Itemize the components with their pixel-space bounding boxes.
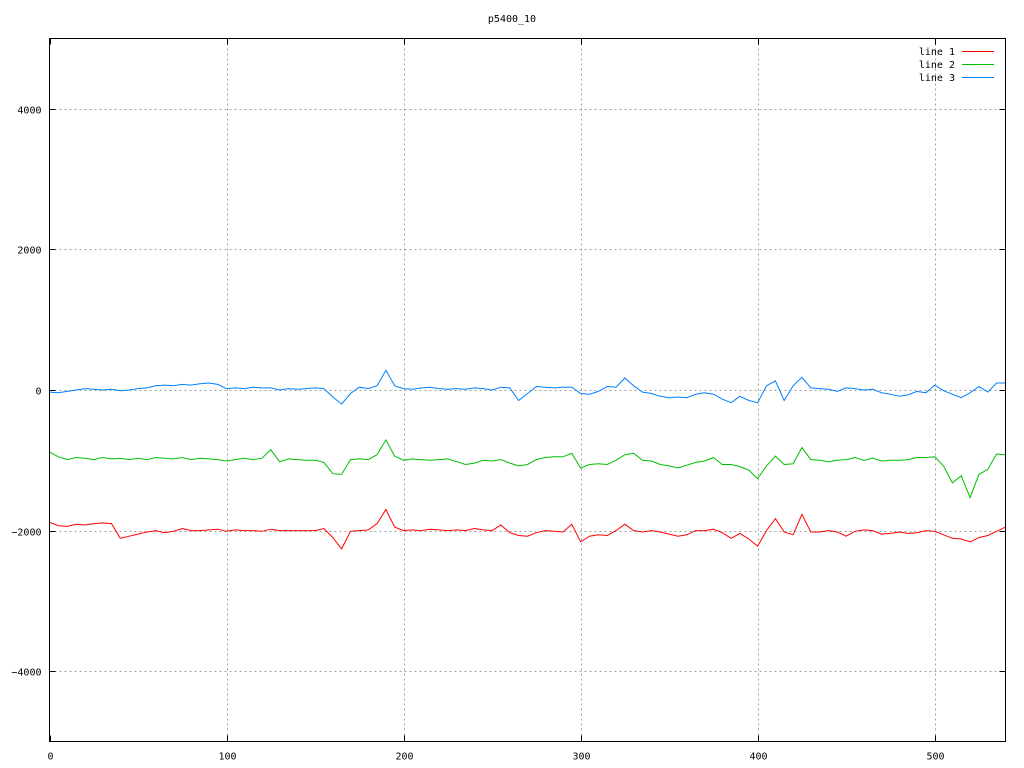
- x-tick-label: 300: [572, 752, 590, 763]
- y-tick-label: 0: [35, 387, 41, 398]
- x-tick-label: 400: [749, 752, 767, 763]
- series-line-line-3: [49, 369, 1006, 405]
- y-tick-label: 4000: [17, 106, 41, 117]
- x-tick-label: 200: [395, 752, 413, 763]
- x-tick-label: 500: [926, 752, 944, 763]
- x-tick-label: 0: [47, 752, 53, 763]
- grid: [49, 38, 1006, 742]
- legend-label: line 3: [919, 73, 955, 84]
- axis-ticks: 0 100 200 300 400 500 −4000 −2000 0 2000 4000: [11, 38, 1006, 763]
- chart-title: p5400_10: [488, 14, 536, 25]
- series-line-line-2: [49, 438, 1006, 499]
- series-lines: [49, 369, 1006, 550]
- legend-label: line 1: [919, 47, 955, 58]
- plot-border: [49, 38, 1006, 742]
- legend: line 1 line 2 line 3: [919, 47, 994, 84]
- y-tick-label: −2000: [11, 528, 41, 539]
- x-tick-label: 100: [218, 752, 236, 763]
- y-tick-label: 2000: [17, 246, 41, 257]
- series-line-line-1: [49, 508, 1006, 550]
- legend-label: line 2: [919, 60, 955, 71]
- y-tick-label: −4000: [11, 668, 41, 679]
